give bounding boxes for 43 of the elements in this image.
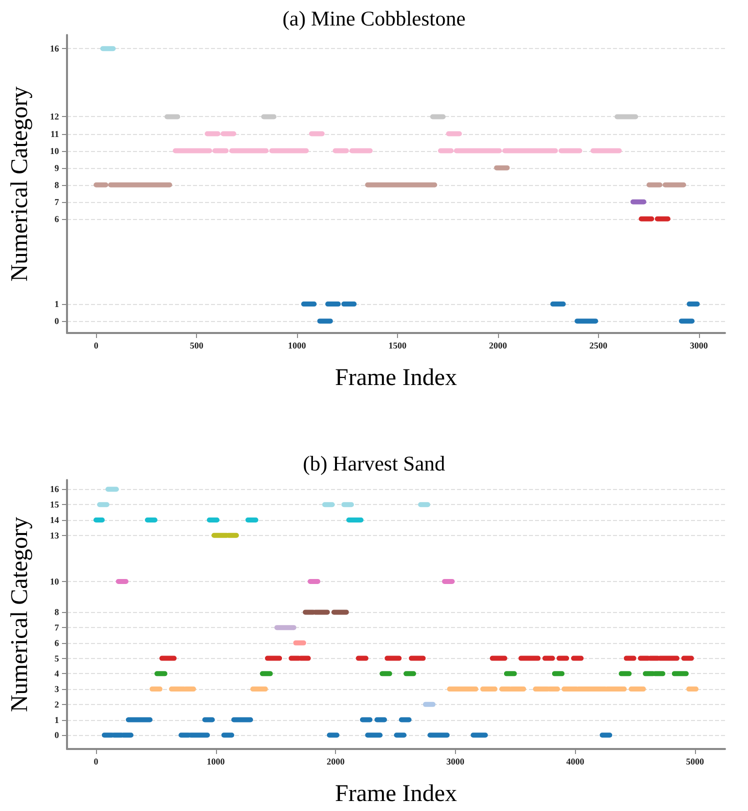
chart-title: (a) Mine Cobblestone bbox=[282, 6, 466, 30]
x-tick-label: 500 bbox=[190, 340, 204, 350]
y-axis-title: Numerical Category bbox=[7, 86, 33, 282]
y-tick-label: 3 bbox=[54, 684, 60, 694]
x-tick-label: 0 bbox=[94, 756, 99, 766]
y-tick-label: 6 bbox=[54, 214, 60, 224]
x-tick-label: 1000 bbox=[206, 756, 226, 766]
y-tick-label: 16 bbox=[50, 44, 60, 54]
y-tick-label: 0 bbox=[54, 316, 60, 326]
x-axis-title: Frame Index bbox=[335, 781, 457, 807]
x-tick-label: 3000 bbox=[690, 340, 708, 350]
y-axis-title: Numerical Category bbox=[7, 516, 33, 712]
x-tick-label: 4000 bbox=[566, 756, 585, 766]
y-tick-label: 8 bbox=[54, 180, 60, 190]
y-tick-label: 9 bbox=[54, 162, 60, 173]
y-tick-label: 16 bbox=[50, 484, 60, 494]
x-tick-label: 1000 bbox=[288, 340, 307, 350]
x-tick-label: 1500 bbox=[388, 340, 408, 350]
x-tick-label: 0 bbox=[94, 340, 99, 350]
y-tick-label: 2 bbox=[54, 699, 60, 710]
chart-title: (b) Harvest Sand bbox=[302, 452, 446, 476]
y-tick-label: 13 bbox=[50, 530, 60, 540]
x-tick-label: 3000 bbox=[446, 756, 465, 766]
y-tick-label: 6 bbox=[54, 638, 60, 648]
y-tick-label: 1 bbox=[54, 299, 60, 310]
y-tick-label: 10 bbox=[50, 146, 60, 156]
x-tick-label: 2000 bbox=[488, 340, 508, 350]
y-tick-label: 7 bbox=[54, 196, 60, 207]
y-tick-label: 0 bbox=[54, 730, 60, 740]
y-tick-label: 14 bbox=[50, 514, 60, 525]
y-tick-label: 7 bbox=[54, 622, 60, 633]
x-axis-title: Frame Index bbox=[335, 365, 457, 391]
y-tick-label: 1 bbox=[54, 714, 60, 725]
y-tick-label: 15 bbox=[50, 500, 60, 510]
y-tick-label: 11 bbox=[50, 128, 60, 139]
y-tick-label: 10 bbox=[50, 576, 60, 586]
x-tick-label: 2000 bbox=[326, 756, 346, 766]
x-tick-label: 2500 bbox=[589, 340, 608, 350]
y-tick-label: 12 bbox=[50, 112, 60, 122]
x-tick-label: 5000 bbox=[686, 756, 705, 766]
y-tick-label: 4 bbox=[54, 668, 60, 679]
y-tick-label: 8 bbox=[54, 607, 60, 618]
y-tick-label: 5 bbox=[54, 653, 60, 664]
